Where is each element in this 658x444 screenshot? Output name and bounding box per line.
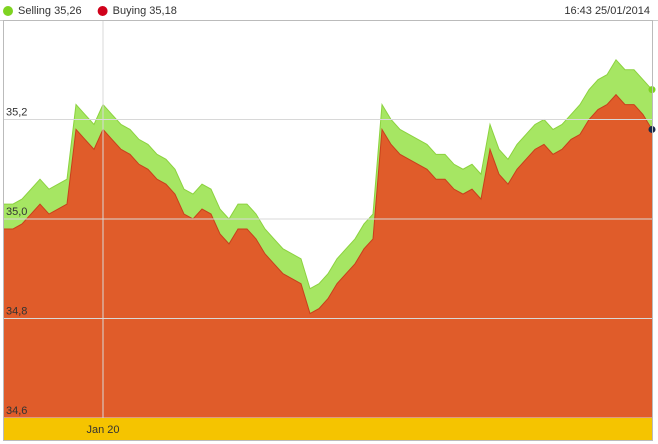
- y-tick-label: 34,8: [6, 305, 27, 317]
- x-tick-label: Jan 20: [86, 424, 119, 436]
- y-tick-label: 34,6: [6, 405, 27, 417]
- legend-label: Selling 35,26: [18, 5, 82, 17]
- plot-border: [3, 20, 653, 441]
- legend-label: Buying 35,18: [113, 5, 177, 17]
- plot-area: 34,6 34,8 35,0 35,2: [4, 20, 656, 419]
- x-axis-band: [4, 418, 652, 440]
- legend-dot: [3, 6, 13, 16]
- timestamp: 16:43 25/01/2014: [564, 5, 650, 17]
- series-line: [4, 93, 653, 315]
- y-tick-label: 35,0: [6, 206, 27, 218]
- y-tick-label: 35,2: [6, 106, 27, 118]
- series-area: [4, 94, 652, 418]
- legend-dot: [97, 6, 108, 16]
